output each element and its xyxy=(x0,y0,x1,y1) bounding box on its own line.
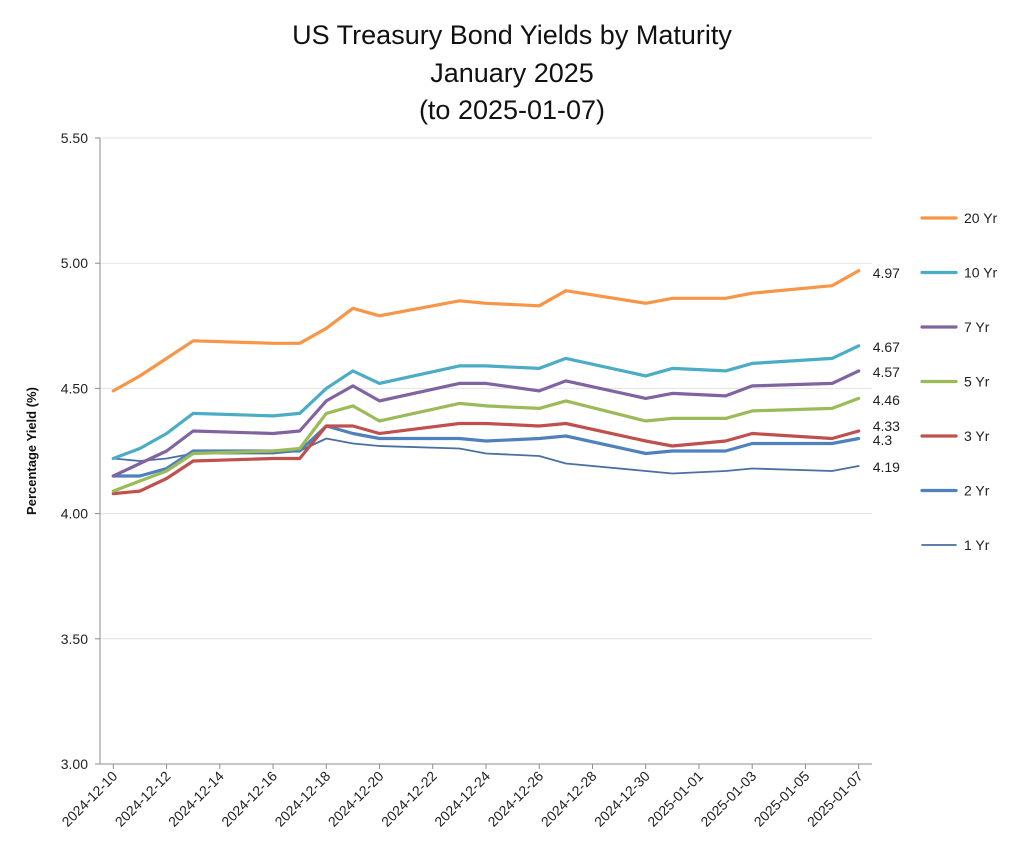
series-line-7-yr xyxy=(111,369,861,478)
y-axis-ticks: 3.00 3.50 4.00 4.50 5.00 5.50 xyxy=(61,130,100,772)
x-tick-label: 2024-12-10 xyxy=(58,768,120,830)
legend: 20 Yr 10 Yr 7 Yr 5 Yr 3 Yr 2 Yr 1 Yr xyxy=(920,210,998,553)
x-axis-ticks: 2024-12-102024-12-122024-12-142024-12-16… xyxy=(58,764,866,830)
end-label-20-yr: 4.97 xyxy=(873,265,900,281)
end-label-10-yr: 4.67 xyxy=(873,339,900,355)
x-tick-label: 2025-01-01 xyxy=(644,768,706,830)
end-label-2-yr: 4.3 xyxy=(873,432,893,448)
y-axis-label: Percentage Yield (%) xyxy=(24,387,39,515)
y-tick-label: 5.50 xyxy=(61,130,88,146)
gridlines xyxy=(100,137,872,640)
legend-label-3-yr: 3 Yr xyxy=(964,428,990,444)
legend-label-5-yr: 5 Yr xyxy=(964,374,990,390)
x-tick-label: 2024-12-20 xyxy=(325,768,387,830)
x-tick-label: 2024-12-16 xyxy=(218,768,280,830)
y-tick-label: 4.00 xyxy=(61,506,88,522)
x-tick-label: 2024-12-22 xyxy=(378,768,440,830)
x-tick-label: 2024-12-12 xyxy=(112,768,174,830)
y-tick-label: 3.00 xyxy=(61,756,88,772)
series-line-2-yr xyxy=(111,424,861,478)
chart-title: US Treasury Bond Yields by Maturity Janu… xyxy=(292,20,732,125)
y-tick-label: 5.00 xyxy=(61,255,88,271)
chart-title-line-2: January 2025 xyxy=(430,58,594,88)
legend-label-1-yr: 1 Yr xyxy=(964,537,990,553)
end-label-5-yr: 4.46 xyxy=(873,392,900,408)
end-label-3-yr: 4.33 xyxy=(873,418,900,434)
series-line-10-yr xyxy=(111,344,861,461)
legend-label-10-yr: 10 Yr xyxy=(964,265,998,281)
x-tick-label: 2024-12-24 xyxy=(431,768,493,830)
legend-label-7-yr: 7 Yr xyxy=(964,319,990,335)
x-tick-label: 2025-01-05 xyxy=(751,768,813,830)
end-value-labels: 4.97 4.67 4.57 4.46 4.334.3 4.19 xyxy=(873,265,900,475)
x-tick-label: 2025-01-03 xyxy=(697,768,759,830)
chart-title-line-1: US Treasury Bond Yields by Maturity xyxy=(292,20,732,50)
series-line-20-yr xyxy=(111,269,861,393)
legend-label-20-yr: 20 Yr xyxy=(964,210,998,226)
x-tick-label: 2024-12-18 xyxy=(271,768,333,830)
x-tick-label: 2024-12-28 xyxy=(538,768,600,830)
y-tick-label: 4.50 xyxy=(61,380,88,396)
end-label-1-yr: 4.19 xyxy=(873,459,900,475)
x-tick-label: 2025-01-07 xyxy=(804,768,866,830)
legend-label-2-yr: 2 Yr xyxy=(964,483,990,499)
end-label-7-yr: 4.57 xyxy=(873,364,900,380)
series-line-5-yr xyxy=(111,396,861,493)
series-lines xyxy=(111,269,861,496)
x-tick-label: 2024-12-30 xyxy=(591,768,653,830)
x-tick-label: 2024-12-14 xyxy=(165,768,227,830)
x-tick-label: 2024-12-26 xyxy=(484,768,546,830)
chart-title-line-3: (to 2025-01-07) xyxy=(419,95,605,125)
y-tick-label: 3.50 xyxy=(61,631,88,647)
series-line-3-yr xyxy=(111,421,861,496)
